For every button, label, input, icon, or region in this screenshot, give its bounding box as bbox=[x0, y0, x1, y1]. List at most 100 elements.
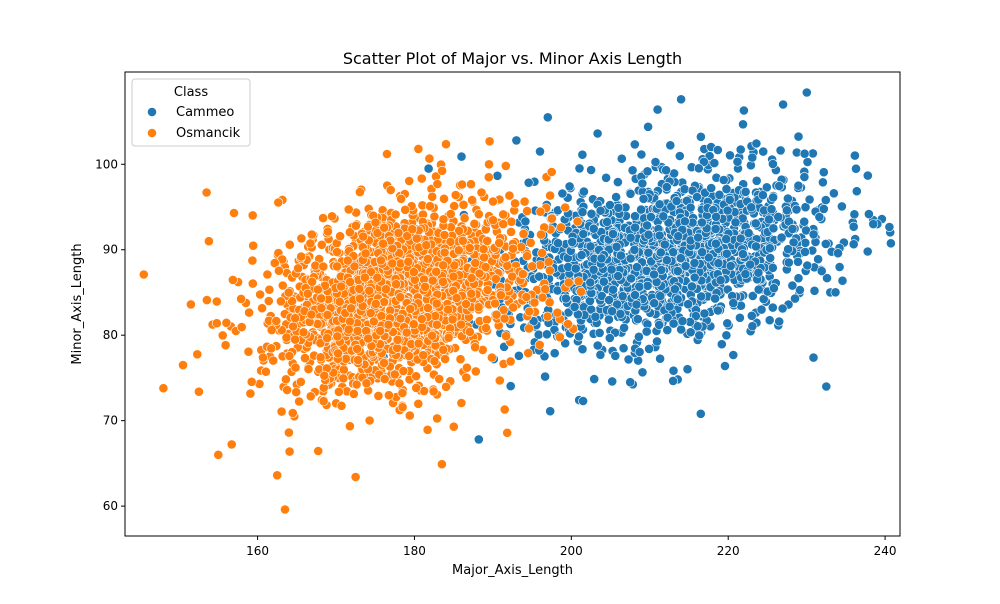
data-point bbox=[776, 232, 787, 243]
data-point bbox=[595, 349, 606, 360]
data-point bbox=[403, 256, 414, 267]
data-point bbox=[533, 329, 544, 340]
data-point bbox=[520, 216, 531, 227]
data-point bbox=[449, 260, 460, 271]
data-point bbox=[352, 325, 363, 336]
data-point bbox=[391, 279, 401, 290]
data-point bbox=[598, 276, 609, 287]
data-point bbox=[542, 112, 553, 123]
data-point bbox=[312, 318, 323, 329]
data-point bbox=[775, 145, 786, 156]
data-point bbox=[453, 245, 464, 256]
data-point bbox=[525, 237, 536, 248]
data-point bbox=[284, 351, 295, 361]
data-point bbox=[818, 167, 829, 178]
data-point bbox=[570, 263, 581, 274]
data-point bbox=[236, 322, 247, 332]
x-axis-label: Major_Axis_Length bbox=[452, 563, 573, 578]
data-point bbox=[833, 248, 843, 259]
data-point bbox=[654, 199, 665, 210]
data-point bbox=[294, 396, 304, 407]
data-point bbox=[243, 346, 254, 357]
data-point bbox=[884, 222, 895, 232]
data-point bbox=[508, 302, 519, 313]
data-point bbox=[578, 396, 588, 406]
data-point bbox=[710, 223, 721, 234]
data-point bbox=[567, 236, 578, 247]
legend-title: Class bbox=[174, 85, 208, 100]
data-point bbox=[577, 207, 588, 217]
data-point bbox=[590, 311, 601, 322]
data-point bbox=[808, 148, 818, 159]
data-point bbox=[521, 292, 532, 302]
data-point bbox=[534, 271, 545, 282]
data-point bbox=[649, 269, 659, 280]
data-point bbox=[316, 293, 327, 304]
data-point bbox=[346, 303, 356, 314]
data-point bbox=[246, 376, 257, 387]
data-point bbox=[332, 331, 343, 342]
data-point bbox=[801, 87, 812, 98]
data-point bbox=[306, 309, 317, 320]
data-point bbox=[282, 385, 292, 395]
data-point bbox=[658, 211, 669, 222]
data-point bbox=[813, 254, 823, 265]
data-point bbox=[382, 149, 392, 159]
data-point bbox=[427, 275, 438, 286]
data-point bbox=[445, 209, 456, 219]
data-point bbox=[318, 261, 329, 272]
data-point bbox=[247, 210, 258, 221]
data-point bbox=[630, 211, 640, 222]
data-point bbox=[662, 255, 672, 266]
data-point bbox=[634, 331, 644, 342]
data-point bbox=[586, 165, 596, 175]
data-point bbox=[440, 354, 450, 364]
data-point bbox=[353, 355, 363, 365]
data-point bbox=[319, 370, 330, 381]
data-point bbox=[685, 202, 696, 213]
data-point bbox=[482, 235, 493, 246]
data-point bbox=[665, 140, 676, 151]
data-point bbox=[543, 257, 554, 267]
data-point bbox=[793, 180, 804, 191]
data-point bbox=[364, 285, 375, 296]
data-point bbox=[721, 184, 732, 194]
data-point bbox=[523, 177, 534, 188]
data-point bbox=[445, 236, 456, 247]
data-point bbox=[545, 190, 555, 201]
data-point bbox=[393, 227, 404, 238]
data-point bbox=[473, 434, 484, 445]
data-point bbox=[421, 240, 432, 251]
data-point bbox=[411, 371, 421, 382]
data-point bbox=[397, 402, 408, 413]
data-point bbox=[535, 146, 545, 157]
data-point bbox=[821, 381, 832, 392]
data-point bbox=[305, 238, 316, 249]
data-point bbox=[221, 317, 232, 328]
data-point bbox=[284, 239, 295, 250]
data-point bbox=[305, 391, 316, 402]
data-point bbox=[746, 310, 757, 321]
data-point bbox=[740, 186, 751, 197]
data-point bbox=[461, 372, 472, 383]
data-point bbox=[594, 327, 605, 338]
data-point bbox=[753, 267, 764, 278]
data-point bbox=[864, 209, 874, 219]
data-point bbox=[668, 365, 679, 376]
data-point bbox=[642, 166, 653, 177]
data-point bbox=[220, 340, 231, 351]
data-point bbox=[818, 177, 828, 188]
data-point bbox=[750, 218, 761, 229]
data-point bbox=[618, 343, 629, 354]
data-point bbox=[456, 319, 466, 330]
data-point bbox=[264, 284, 275, 295]
data-point bbox=[413, 398, 424, 409]
data-point bbox=[354, 283, 365, 294]
data-point bbox=[300, 353, 310, 363]
data-point bbox=[351, 379, 362, 390]
data-point bbox=[429, 211, 440, 222]
data-point bbox=[837, 275, 848, 286]
data-point bbox=[673, 231, 684, 242]
data-point bbox=[758, 190, 768, 200]
data-point bbox=[783, 257, 794, 268]
